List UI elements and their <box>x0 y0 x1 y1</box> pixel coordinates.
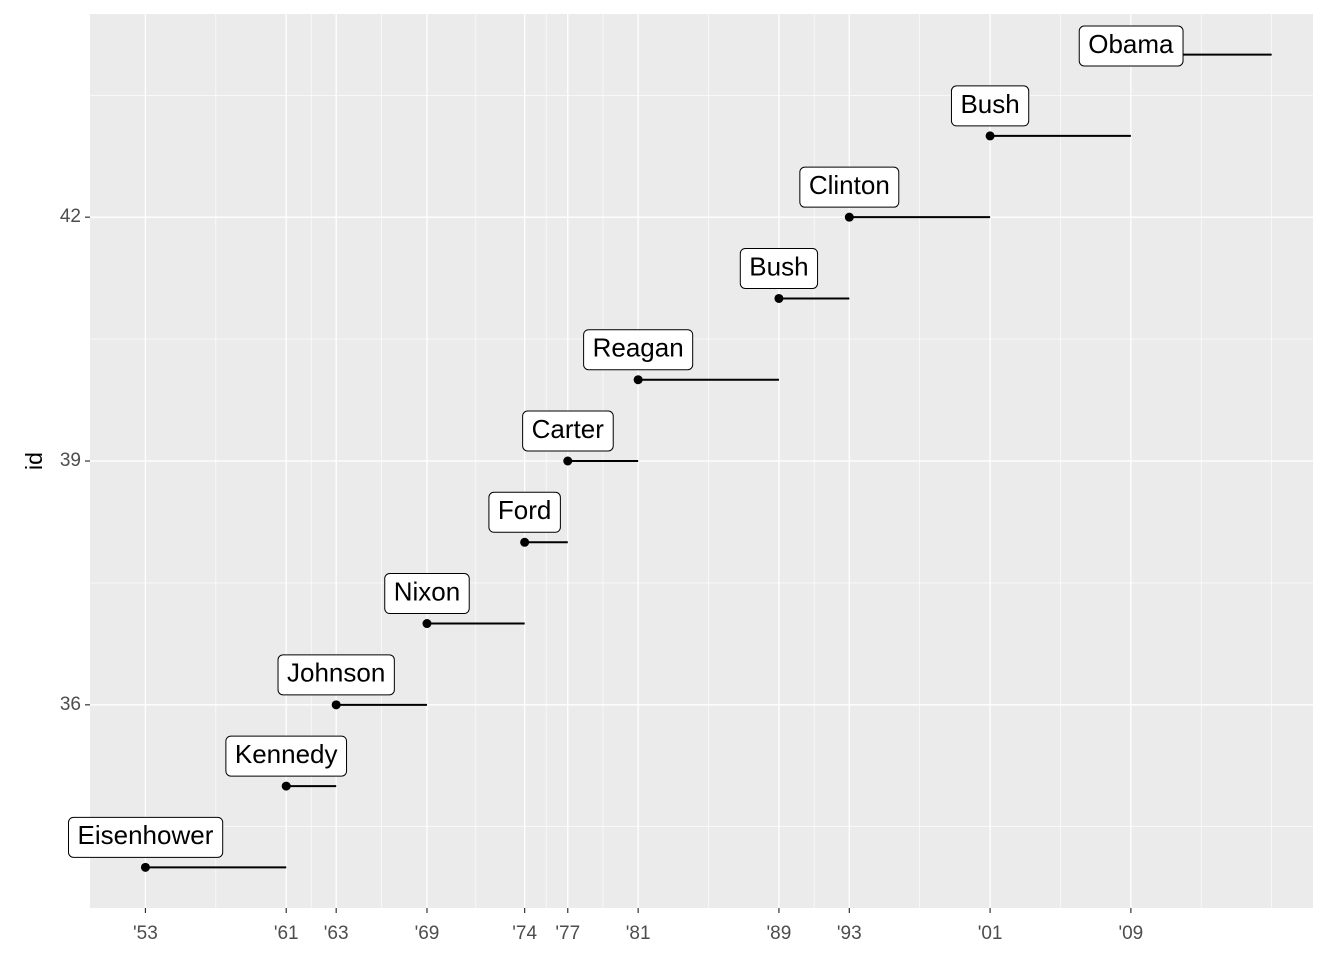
label-box <box>799 166 900 208</box>
president-name: Bush <box>749 251 808 281</box>
label: Carter <box>522 410 614 452</box>
label-box <box>488 491 561 533</box>
president-name: Eisenhower <box>78 820 214 850</box>
term-start-point <box>331 700 341 710</box>
label-box <box>1078 25 1184 67</box>
x-tick-label: '01 <box>978 923 1003 944</box>
label-box <box>68 816 224 858</box>
label-box <box>739 247 819 289</box>
term-start-point <box>563 456 573 466</box>
label: Obama <box>1078 25 1184 67</box>
term-start-point <box>520 537 530 547</box>
label: Ford <box>488 491 561 533</box>
label-box <box>384 573 470 615</box>
president-name: Ford <box>498 495 551 525</box>
x-tick-label: '93 <box>837 923 862 944</box>
president-name: Obama <box>1088 29 1174 59</box>
label: Kennedy <box>225 735 348 777</box>
label: Clinton <box>799 166 900 208</box>
x-tick-label: '74 <box>512 923 537 944</box>
label-box <box>277 654 395 696</box>
y-tick-label: 39 <box>60 450 81 471</box>
term-start-point <box>140 862 150 872</box>
label: Bush <box>739 247 819 289</box>
label: Bush <box>950 85 1030 127</box>
term-start-point <box>844 212 854 222</box>
x-tick-label: '53 <box>133 923 158 944</box>
label-box <box>522 410 614 452</box>
label: Johnson <box>277 654 395 696</box>
president-name: Kennedy <box>235 739 338 769</box>
term-start-point <box>281 781 291 791</box>
president-name: Clinton <box>809 170 890 200</box>
label: Reagan <box>583 329 694 371</box>
label: Nixon <box>384 573 470 615</box>
label-box <box>225 735 348 777</box>
president-name: Bush <box>960 89 1019 119</box>
x-tick-label: '77 <box>555 923 580 944</box>
term-start-point <box>633 375 643 385</box>
president-name: Reagan <box>593 333 684 363</box>
y-tick-label: 36 <box>60 694 81 715</box>
label-box <box>950 85 1030 127</box>
president-name: Nixon <box>394 576 460 606</box>
term-start-point <box>774 293 784 303</box>
term-start-point <box>985 131 995 141</box>
president-name: Carter <box>532 414 605 444</box>
y-tick-label: 42 <box>60 206 81 227</box>
x-tick-label: '63 <box>324 923 349 944</box>
term-start-point <box>422 619 432 629</box>
label: Eisenhower <box>68 816 224 858</box>
label-box <box>583 329 694 371</box>
y-axis-title: id <box>21 452 47 470</box>
x-tick-label: '09 <box>1118 923 1143 944</box>
x-tick-label: '61 <box>274 923 299 944</box>
x-tick-label: '89 <box>767 923 792 944</box>
x-tick-label: '81 <box>626 923 651 944</box>
x-tick-label: '69 <box>415 923 440 944</box>
president-name: Johnson <box>287 658 385 688</box>
